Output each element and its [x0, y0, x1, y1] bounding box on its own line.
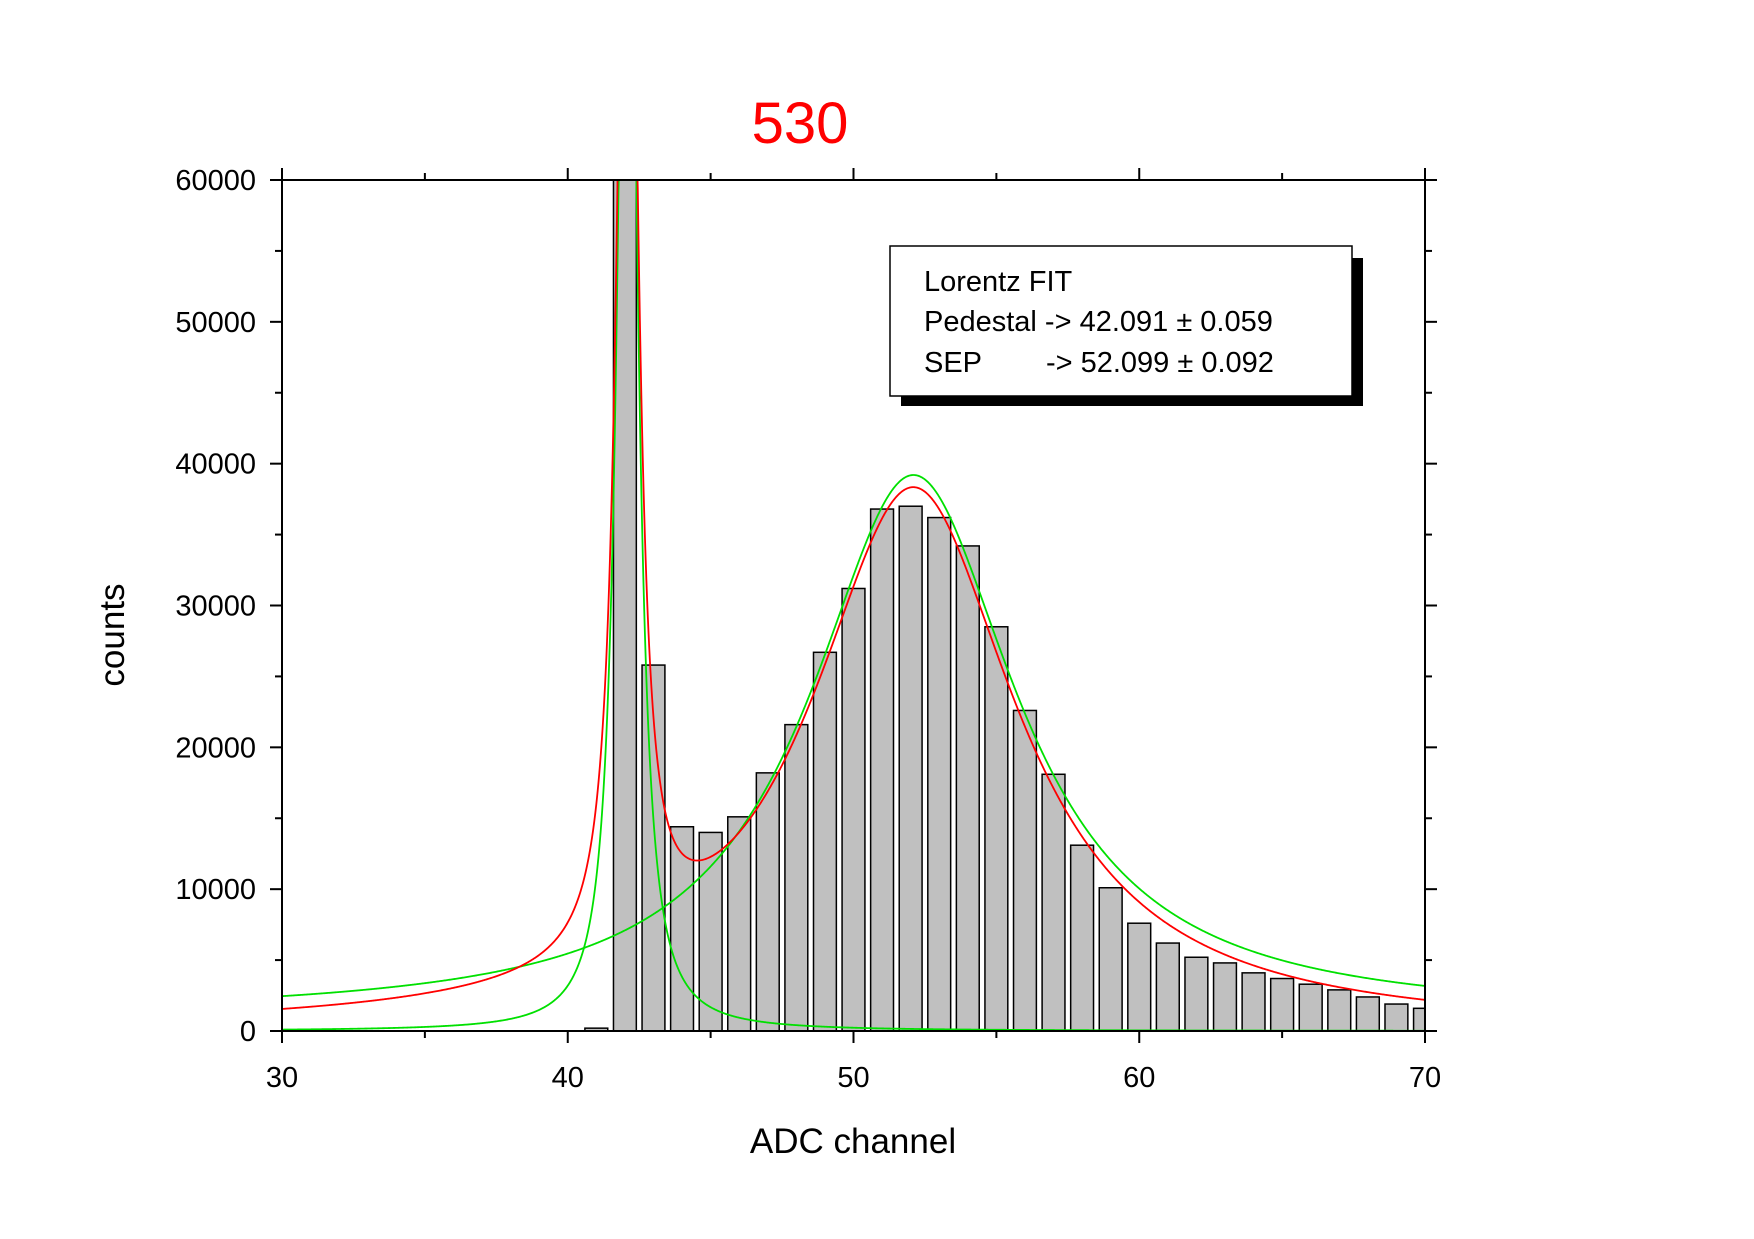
- x-axis-title: ADC channel: [750, 1122, 956, 1161]
- histogram-bar: [1184, 956, 1209, 1031]
- y-axis: 0 10000 20000 30000 40000 50000 60000: [175, 165, 1437, 1048]
- y-axis-title: counts: [93, 583, 132, 686]
- y-tick-label: 40000: [175, 449, 256, 481]
- histogram-bar: [841, 587, 866, 1031]
- histogram-bar: [584, 1027, 609, 1031]
- chart-title: 530: [752, 91, 849, 156]
- x-axis: 30 40 50 60 70: [266, 168, 1441, 1094]
- histogram-bar: [1298, 983, 1323, 1031]
- histogram-bar: [984, 626, 1009, 1031]
- histogram-bar: [727, 816, 752, 1031]
- histogram-bar: [1241, 972, 1266, 1031]
- fit-curve-sep: [282, 474, 1425, 998]
- histogram-bar: [812, 651, 838, 1031]
- histogram-bar: [1098, 887, 1123, 1031]
- histogram-bar: [1212, 962, 1238, 1031]
- histogram-bar: [669, 826, 695, 1031]
- histogram-bar: [898, 505, 923, 1031]
- y-tick-label: 60000: [175, 165, 256, 197]
- histogram-bar: [1041, 773, 1066, 1031]
- histogram-bar: [641, 664, 666, 1031]
- histogram-bar: [698, 831, 723, 1031]
- histogram-bar: [1269, 977, 1295, 1031]
- y-tick-label: 0: [240, 1016, 256, 1048]
- histogram-bar: [1069, 844, 1095, 1031]
- y-tick-label: 20000: [175, 732, 256, 764]
- x-tick-label: 70: [1409, 1062, 1441, 1094]
- histogram-bar: [955, 545, 980, 1031]
- legend-line-fit: Lorentz FIT: [924, 266, 1073, 298]
- histogram-bar: [612, 180, 638, 1031]
- histogram-bar: [1012, 709, 1038, 1031]
- fit-curve-total: [282, 180, 1425, 1010]
- legend-frame: [889, 245, 1353, 397]
- histogram-bar: [927, 516, 952, 1031]
- x-tick-label: 30: [266, 1062, 298, 1094]
- histogram-bar: [1355, 996, 1381, 1031]
- y-tick-label: 30000: [175, 591, 256, 623]
- bars-layer: [584, 180, 1425, 1031]
- x-tick-label: 50: [837, 1062, 869, 1094]
- histogram-bar: [1127, 922, 1152, 1031]
- histogram-bar: [869, 508, 895, 1031]
- y-tick-label: 50000: [175, 307, 256, 339]
- x-tick-label: 40: [552, 1062, 584, 1094]
- histogram-bar: [1384, 1003, 1409, 1031]
- x-tick-label: 60: [1123, 1062, 1155, 1094]
- legend-line-pedestal: Pedestal -> 42.091 ± 0.059: [924, 306, 1273, 338]
- legend-line-sep: SEP -> 52.099 ± 0.092: [924, 347, 1274, 379]
- legend-box: Lorentz FIT Pedestal -> 42.091 ± 0.059 S…: [889, 245, 1363, 406]
- histogram-bar: [1155, 942, 1181, 1031]
- y-tick-label: 10000: [175, 874, 256, 906]
- histogram-bar: [755, 772, 780, 1031]
- histogram-bar: [1327, 989, 1352, 1031]
- histogram-bar: [784, 723, 809, 1031]
